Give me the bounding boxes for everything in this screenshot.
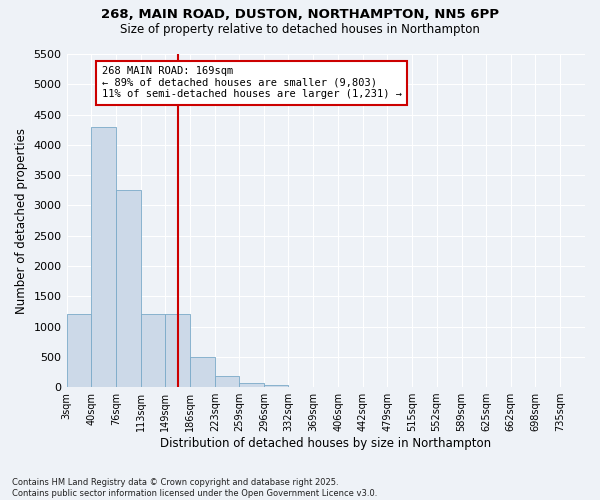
Bar [91,126,116,387]
Text: Contains HM Land Registry data © Crown copyright and database right 2025.
Contai: Contains HM Land Registry data © Crown c… [12,478,377,498]
Y-axis label: Number of detached properties: Number of detached properties [15,128,28,314]
Bar [239,383,264,387]
Bar [165,314,190,387]
Text: 268 MAIN ROAD: 169sqm
← 89% of detached houses are smaller (9,803)
11% of semi-d: 268 MAIN ROAD: 169sqm ← 89% of detached … [101,66,401,100]
Bar [141,314,165,387]
Text: Size of property relative to detached houses in Northampton: Size of property relative to detached ho… [120,22,480,36]
Bar [67,314,91,387]
Bar [264,385,289,387]
Text: 268, MAIN ROAD, DUSTON, NORTHAMPTON, NN5 6PP: 268, MAIN ROAD, DUSTON, NORTHAMPTON, NN5… [101,8,499,20]
Bar [116,190,141,387]
Bar [215,376,239,387]
X-axis label: Distribution of detached houses by size in Northampton: Distribution of detached houses by size … [160,437,491,450]
Bar [190,357,215,387]
